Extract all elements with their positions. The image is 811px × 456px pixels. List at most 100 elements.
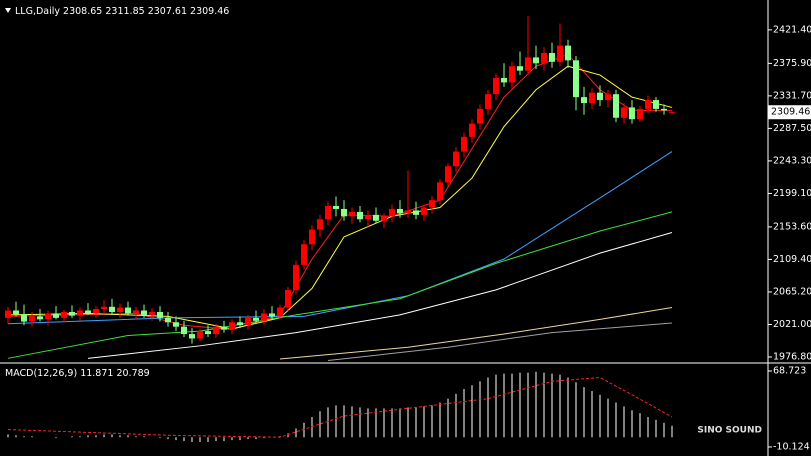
candle-body xyxy=(53,313,59,318)
symbol: LLG,Daily xyxy=(15,6,60,17)
candle-body xyxy=(501,77,507,83)
candle-body xyxy=(429,200,435,208)
candle-body xyxy=(421,207,427,215)
moving-average xyxy=(279,307,673,360)
moving-average xyxy=(327,322,673,362)
y-tick-label: 2065.20 xyxy=(773,286,811,297)
signal-value: 20.789 xyxy=(116,368,149,379)
candle-body xyxy=(237,322,243,326)
candle-body xyxy=(317,219,323,230)
candle-body xyxy=(461,136,467,152)
candle-body xyxy=(197,331,203,339)
candle-body xyxy=(341,208,347,217)
y-tick-label: 2021.00 xyxy=(773,319,811,330)
candle-body xyxy=(581,97,587,104)
candle-body xyxy=(309,229,315,245)
candle-body xyxy=(413,210,419,215)
candle-body xyxy=(245,317,251,326)
candle-body xyxy=(629,107,635,120)
candle-body xyxy=(269,313,275,317)
y-tick-label: 2153.60 xyxy=(773,221,811,232)
candle-body xyxy=(589,92,595,104)
candle-body xyxy=(261,313,267,321)
candle-body xyxy=(549,52,555,62)
candle-body xyxy=(29,316,35,322)
candle-body xyxy=(389,208,395,217)
moving-average xyxy=(7,151,673,325)
candle-body xyxy=(21,314,27,322)
candle-body xyxy=(445,166,451,183)
candle-body xyxy=(277,307,283,317)
y-tick-label: 2331.70 xyxy=(773,90,811,101)
candle-body xyxy=(85,310,91,314)
candle-body xyxy=(213,326,219,335)
candle-body xyxy=(349,211,355,217)
candle-body xyxy=(325,206,331,220)
candle-body xyxy=(93,309,99,314)
current-price-box xyxy=(768,105,811,120)
candle-body xyxy=(221,326,227,330)
moving-average xyxy=(87,232,673,359)
high-price: 2311.85 xyxy=(105,6,144,17)
candle-body xyxy=(669,112,675,114)
candle-body xyxy=(141,310,147,315)
candle-body xyxy=(493,77,499,95)
candle-body xyxy=(653,100,659,109)
candle-body xyxy=(109,306,115,312)
moving-average xyxy=(7,211,673,359)
candle-body xyxy=(253,317,259,321)
candle-body xyxy=(637,108,643,120)
candle-body xyxy=(37,316,43,320)
signal-line xyxy=(7,376,673,438)
candle-body xyxy=(133,310,139,314)
open-price: 2308.65 xyxy=(63,6,102,17)
candle-body xyxy=(597,92,603,101)
candle-body xyxy=(101,306,107,310)
candle-body xyxy=(541,52,547,64)
candle-body xyxy=(621,107,627,118)
current-price-label: 2309.46 xyxy=(771,107,810,118)
candle-body xyxy=(397,208,403,214)
low-price: 2307.61 xyxy=(148,6,187,17)
candle-body xyxy=(613,94,619,118)
candle-body xyxy=(293,264,299,290)
candle-body xyxy=(357,211,363,220)
moving-average xyxy=(7,65,673,330)
y-tick-label: 2199.10 xyxy=(773,188,811,199)
candle-body xyxy=(517,66,523,71)
candle-body xyxy=(173,322,179,327)
candle-body xyxy=(45,313,51,320)
candle-body xyxy=(509,66,515,83)
candle-body xyxy=(557,45,563,62)
candle-body xyxy=(333,206,339,209)
candle-body xyxy=(165,317,171,323)
candle-body xyxy=(485,94,491,109)
y-tick-label: 2287.50 xyxy=(773,123,811,134)
chart-header: LLG,Daily 2308.65 2311.85 2307.61 2309.4… xyxy=(15,6,229,17)
candle-body xyxy=(205,331,211,335)
candle-body xyxy=(77,310,83,316)
candle-body xyxy=(189,334,195,339)
candle-body xyxy=(645,100,651,109)
candle-body xyxy=(437,182,443,201)
y-tick-label: 68.723 xyxy=(773,366,806,377)
watermark: SINO SOUND xyxy=(697,426,762,436)
candle-body xyxy=(453,151,459,167)
y-tick-label: -10.124 xyxy=(773,441,810,452)
candle-body xyxy=(405,210,411,214)
candle-body xyxy=(149,311,155,315)
candle-body xyxy=(525,57,531,71)
candle-body xyxy=(229,322,235,330)
y-tick-label: 2109.40 xyxy=(773,254,811,265)
macd-value: 11.871 xyxy=(80,368,113,379)
candle-body xyxy=(285,289,291,308)
y-tick-label: 2243.30 xyxy=(773,155,811,166)
candle-body xyxy=(157,311,163,318)
candle-body xyxy=(533,57,539,64)
candle-body xyxy=(565,45,571,61)
candle-body xyxy=(301,244,307,265)
macd-header: MACD(12,26,9) 11.871 20.789 xyxy=(5,368,150,379)
candle-body xyxy=(61,311,67,318)
candle-body xyxy=(381,216,387,221)
